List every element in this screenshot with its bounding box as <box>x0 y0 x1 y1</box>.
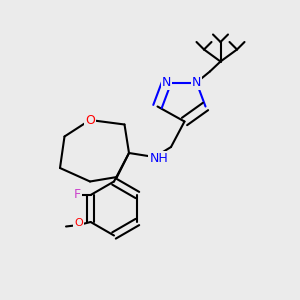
Text: N: N <box>192 76 201 89</box>
Text: NH: NH <box>150 152 168 166</box>
Text: O: O <box>85 113 95 127</box>
Text: N: N <box>162 76 171 89</box>
Text: F: F <box>74 188 81 202</box>
Text: O: O <box>74 218 83 229</box>
